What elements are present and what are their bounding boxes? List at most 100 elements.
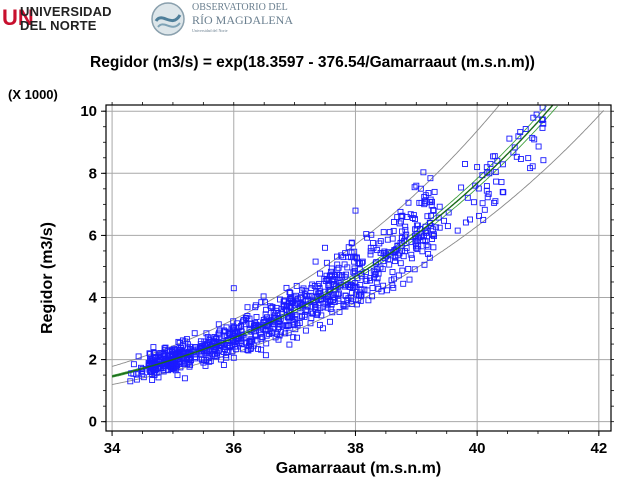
- data-point: [436, 224, 443, 231]
- data-point: [167, 360, 174, 367]
- data-point: [323, 259, 330, 266]
- data-point: [492, 169, 499, 176]
- data-point: [402, 233, 409, 240]
- data-point: [392, 254, 399, 261]
- data-point: [483, 187, 490, 194]
- axis-ticks: 34 36 38 40 42 0 2 4 6 8 10: [80, 102, 614, 457]
- data-point: [276, 332, 283, 339]
- data-point: [349, 284, 356, 291]
- data-point: [467, 216, 473, 223]
- data-point: [269, 318, 276, 325]
- observatorio-logo: OBSERVATORIO DEL RÍO MAGDALENA Universid…: [150, 0, 293, 38]
- data-point: [350, 269, 357, 276]
- data-point: [326, 288, 333, 295]
- data-point: [213, 335, 219, 342]
- y-tick-label: 10: [80, 103, 97, 120]
- observatorio-emblem-icon: [151, 2, 185, 36]
- data-point: [285, 329, 292, 336]
- data-point: [243, 340, 250, 347]
- data-point: [355, 297, 362, 304]
- data-point: [334, 261, 341, 268]
- data-point: [380, 282, 387, 289]
- data-point: [380, 250, 387, 256]
- y-multiplier-label: (X 1000): [8, 87, 58, 102]
- data-point: [286, 322, 293, 328]
- data-point: [174, 372, 181, 379]
- data-point: [356, 260, 363, 267]
- data-point: [397, 260, 404, 267]
- data-point: [539, 104, 546, 111]
- data-point: [441, 217, 447, 224]
- data-point: [515, 133, 522, 140]
- data-point: [307, 308, 314, 315]
- data-point: [155, 365, 161, 372]
- universidad-del-norte-logo: UN UNIVERSIDAD DEL NORTE: [2, 2, 142, 34]
- data-point: [305, 293, 312, 300]
- chart-title: Regidor (m3/s) = exp(18.3597 - 376.54/Ga…: [90, 54, 535, 71]
- data-point: [253, 321, 260, 328]
- data-point: [408, 239, 415, 246]
- data-point: [540, 157, 547, 164]
- data-point: [373, 279, 380, 286]
- data-point: [406, 276, 413, 283]
- data-point: [412, 243, 419, 250]
- data-point: [423, 229, 429, 236]
- data-point: [513, 153, 520, 160]
- data-point: [426, 254, 433, 261]
- data-point: [369, 293, 376, 300]
- data-point: [257, 330, 264, 337]
- data-point: [480, 216, 487, 223]
- data-point: [287, 290, 294, 296]
- data-point: [286, 289, 293, 296]
- data-point: [472, 182, 479, 189]
- data-point: [380, 229, 387, 236]
- data-point: [402, 223, 409, 230]
- data-point: [500, 189, 507, 196]
- data-point: [283, 322, 290, 329]
- data-point: [181, 375, 188, 382]
- data-point: [327, 268, 334, 275]
- data-point: [444, 223, 451, 230]
- data-point: [416, 234, 423, 241]
- data-point: [282, 330, 289, 337]
- data-point: [341, 273, 348, 280]
- data-point: [150, 344, 157, 351]
- data-point: [161, 345, 168, 352]
- data-point: [292, 316, 299, 322]
- data-point: [352, 207, 359, 214]
- data-point: [369, 240, 376, 246]
- data-point: [291, 302, 298, 309]
- data-point: [133, 371, 140, 378]
- data-point: [283, 284, 290, 291]
- data-point: [389, 235, 396, 242]
- data-point: [342, 292, 349, 299]
- data-point: [336, 308, 343, 315]
- data-point: [351, 283, 358, 290]
- data-point: [292, 312, 299, 319]
- data-point: [364, 234, 371, 241]
- data-point: [399, 247, 406, 254]
- x-tick-label: 34: [104, 440, 121, 457]
- data-point: [186, 363, 193, 370]
- data-points: [127, 104, 547, 385]
- data-point: [130, 361, 137, 368]
- data-point: [386, 261, 393, 268]
- data-point: [510, 149, 517, 156]
- y-tick-label: 8: [89, 165, 97, 182]
- data-point: [423, 233, 430, 240]
- data-point: [150, 369, 157, 376]
- fitted-line: [111, 104, 554, 378]
- data-point: [400, 280, 407, 287]
- data-point: [361, 286, 368, 293]
- data-point: [445, 209, 452, 216]
- data-point: [302, 327, 309, 334]
- x-tick-label: 42: [590, 440, 607, 457]
- data-point: [263, 332, 270, 339]
- data-point: [413, 226, 420, 233]
- data-point: [533, 111, 540, 118]
- data-point: [259, 334, 266, 341]
- data-point: [316, 321, 323, 328]
- data-point: [232, 330, 238, 337]
- data-point: [335, 264, 342, 271]
